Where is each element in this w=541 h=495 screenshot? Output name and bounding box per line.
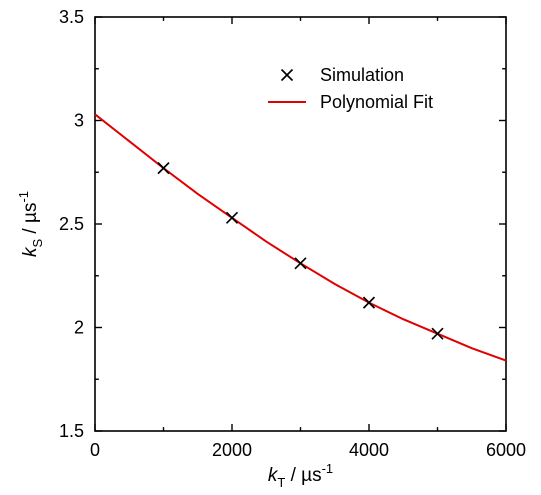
plot-frame	[94, 16, 507, 432]
legend-entry: Simulation	[280, 65, 404, 85]
tick-marks	[94, 16, 507, 432]
data-point	[225, 211, 239, 224]
x-axis-label: kT / µs-1	[268, 461, 333, 490]
data-point	[294, 257, 307, 270]
series-layer	[94, 113, 507, 362]
x-tick-label: 0	[90, 440, 100, 460]
legend-entry: Polynomial Fit	[268, 92, 433, 112]
x-tick-label: 6000	[486, 440, 526, 460]
x-tick-label: 4000	[349, 440, 389, 460]
y-tick-label: 3	[74, 111, 84, 131]
y-axis-label: kS / µs-1	[16, 191, 45, 257]
legend-label: Simulation	[320, 65, 404, 85]
marker-stroke	[294, 257, 307, 270]
tick-labels: 0 2000 4000 6000 1.5 2 2.5 3 3.5	[59, 7, 526, 460]
marker-stroke	[431, 327, 444, 340]
y-tick-label: 1.5	[59, 421, 84, 441]
legend-label: Polynomial Fit	[320, 92, 433, 112]
legend: Simulation Polynomial Fit	[268, 65, 433, 112]
marker-stroke	[362, 296, 376, 309]
data-point	[362, 296, 376, 309]
legend-marker	[280, 68, 294, 82]
axis-labels: kT / µs-1 kS / µs-1	[16, 191, 333, 490]
x-tick-label: 2000	[212, 440, 252, 460]
data-point	[157, 162, 170, 175]
fit-line	[94, 113, 507, 362]
marker-stroke	[157, 162, 170, 175]
y-tick-label: 2.5	[59, 214, 84, 234]
marker-stroke	[225, 211, 239, 224]
data-point	[431, 327, 444, 340]
y-tick-label: 3.5	[59, 7, 84, 27]
y-tick-label: 2	[74, 318, 84, 338]
